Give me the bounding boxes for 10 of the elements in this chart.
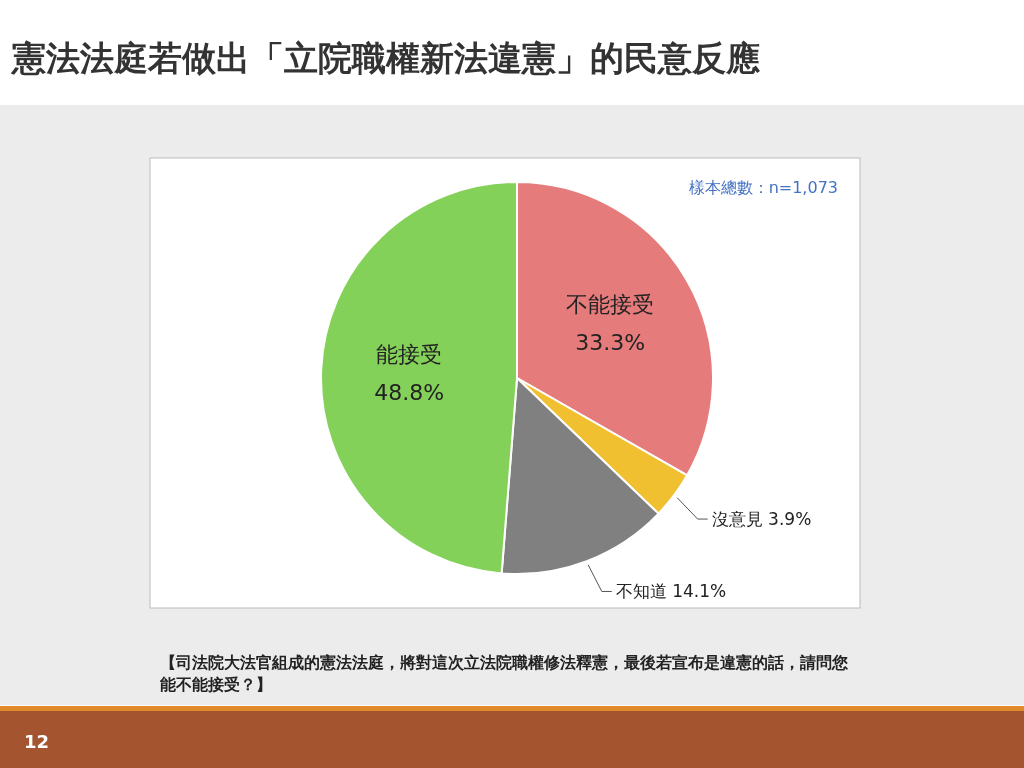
slice-label: 不能接受 bbox=[566, 291, 655, 317]
slice-label: 能接受 bbox=[376, 341, 443, 367]
slice-label: 沒意見 3.9% bbox=[711, 509, 812, 530]
slice-label: 不知道 14.1% bbox=[615, 581, 727, 602]
text: 樣本總數：n=1,073 bbox=[688, 178, 838, 197]
text: 【司法院大法官組成的憲法法庭，將對這次立法院職權修法釋憲，最後若宣布是違憲的話，請問您能不能接受？】 bbox=[160, 652, 849, 696]
data-label: 48.8% bbox=[374, 379, 445, 405]
data-label: 33.3% bbox=[575, 329, 646, 355]
text: 12 bbox=[24, 731, 50, 752]
chart-title: 憲法法庭若做出「立院職權新法違憲」的民意反應 bbox=[10, 38, 760, 78]
